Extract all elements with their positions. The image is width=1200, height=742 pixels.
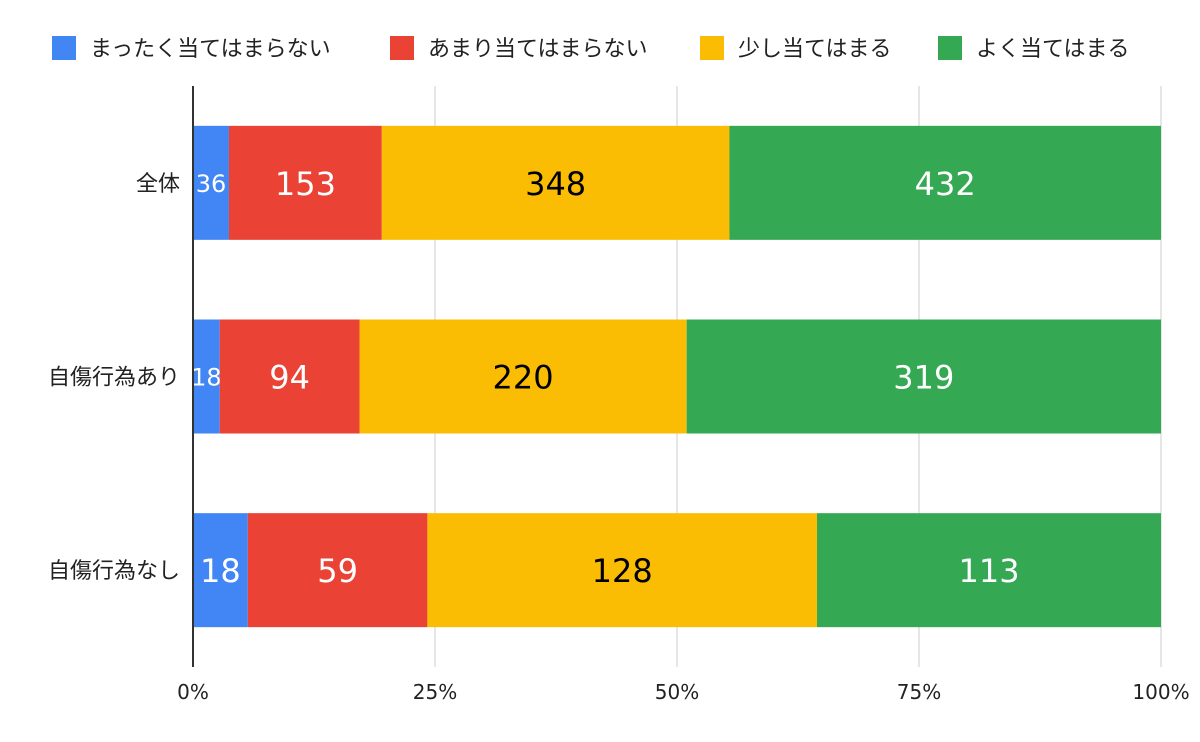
data-label-2-1: 59 (317, 552, 358, 590)
legend-swatch-1 (390, 36, 414, 60)
bars: 36 153 348 432 18 94 220 319 18 59 128 113 (191, 125, 1161, 628)
legend-swatch-0 (52, 36, 76, 60)
bar-segment-1-2 (359, 319, 687, 434)
x-tick-label-2: 50% (655, 680, 699, 704)
data-label-1-2: 220 (493, 359, 554, 397)
legend-label-0: まったく当てはまらない (90, 37, 331, 62)
bar-segment-1-0 (193, 319, 220, 434)
data-label-2-2: 128 (592, 552, 653, 590)
bar-segment-2-3 (817, 513, 1161, 628)
category-label-0: 全体 (136, 172, 180, 197)
bar-segment-1-3 (686, 319, 1161, 434)
x-tick-label-0: 0% (177, 680, 209, 704)
x-tick-label-4: 100% (1132, 680, 1189, 704)
data-label-2-0: 18 (200, 552, 241, 590)
data-label-0-3: 432 (915, 165, 976, 203)
data-label-2-3: 113 (958, 552, 1019, 590)
legend-label-2: 少し当てはまる (738, 37, 892, 62)
legend-label-1: あまり当てはまらない (428, 37, 648, 62)
legend-swatch-3 (938, 36, 962, 60)
bar-segment-0-2 (381, 125, 730, 240)
bar-segment-1-1 (219, 319, 360, 434)
data-label-1-0: 18 (191, 364, 222, 392)
data-label-0-0: 36 (196, 170, 227, 198)
legend: まったく当てはまらない あまり当てはまらない 少し当てはまる よく当てはまる (52, 36, 1130, 62)
bar-segment-0-3 (729, 125, 1161, 240)
legend-swatch-2 (700, 36, 724, 60)
x-tick-label-3: 75% (897, 680, 941, 704)
category-label-2: 自傷行為なし (48, 559, 180, 584)
bar-segment-0-1 (228, 125, 382, 240)
bar-segment-0-0 (193, 125, 229, 240)
data-label-0-2: 348 (525, 165, 586, 203)
bar-segment-2-2 (427, 513, 818, 628)
data-label-0-1: 153 (275, 165, 336, 203)
data-label-1-3: 319 (893, 359, 954, 397)
bar-segment-2-0 (193, 513, 248, 628)
category-label-1: 自傷行為あり (48, 366, 180, 391)
bar-segment-2-1 (247, 513, 428, 628)
legend-label-3: よく当てはまる (976, 37, 1130, 62)
data-label-1-1: 94 (269, 359, 310, 397)
x-tick-label-1: 25% (413, 680, 457, 704)
x-axis-ticks: 0% 25% 50% 75% 100% (177, 680, 1189, 704)
